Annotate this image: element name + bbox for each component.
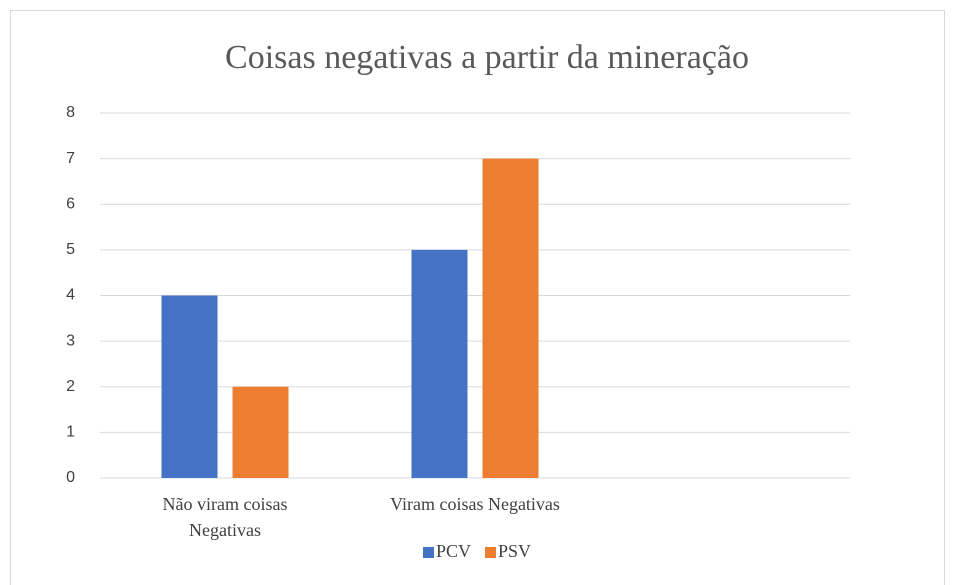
legend-label: PCV	[436, 541, 471, 561]
y-tick-label: 8	[66, 104, 75, 121]
legend-swatch	[423, 547, 434, 558]
y-tick-label: 1	[66, 424, 75, 441]
x-tick-label: Não viram coisas Negativas	[163, 494, 288, 540]
y-tick-label: 2	[66, 378, 75, 395]
y-tick-label: 5	[66, 241, 75, 258]
bar	[482, 158, 539, 478]
y-tick-label: 3	[66, 332, 75, 349]
bar	[411, 249, 468, 478]
chart-title: Coisas negativas a partir da mineração	[225, 39, 749, 76]
bar	[232, 386, 289, 478]
x-tick-label: Viram coisas Negativas	[390, 494, 560, 514]
y-tick-label: 0	[66, 469, 75, 486]
y-tick-label: 6	[66, 195, 75, 212]
y-tick-label: 7	[66, 150, 75, 167]
bar	[161, 295, 218, 478]
legend-swatch	[485, 547, 497, 558]
legend-label: PSV	[498, 541, 531, 561]
y-tick-label: 4	[66, 287, 75, 304]
